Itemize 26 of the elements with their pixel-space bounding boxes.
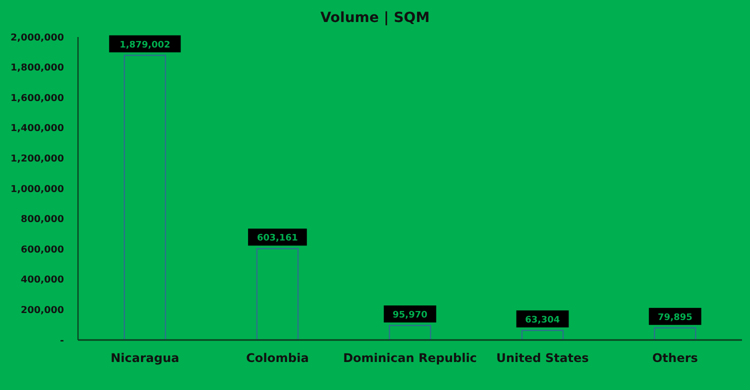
y-tick-label: 1,200,000 (10, 154, 64, 165)
y-tick-label: 2,000,000 (10, 32, 64, 44)
bar (654, 327, 696, 341)
y-tick-label: 200,000 (20, 305, 64, 316)
bar (388, 324, 432, 341)
y-tick-label: - (60, 335, 64, 346)
y-tick-label: 1,000,000 (10, 184, 64, 195)
x-tick-label: Colombia (246, 351, 309, 365)
data-label: 95,970 (392, 310, 428, 320)
y-tick-label: 800,000 (20, 214, 64, 226)
x-tick-label: Nicaragua (110, 351, 180, 365)
data-label: 1,879,002 (120, 40, 170, 50)
data-label: 603,161 (256, 234, 298, 244)
x-tick-label: United States (496, 351, 589, 365)
y-tick-label: 400,000 (20, 274, 64, 286)
bar (256, 248, 299, 341)
x-tick-label: Dominican Republic (343, 351, 477, 365)
y-tick-label: 1,600,000 (10, 92, 64, 104)
data-label: 79,895 (658, 312, 692, 323)
bar (124, 54, 166, 341)
y-tick-label: 1,800,000 (10, 62, 64, 74)
y-tick-label: 600,000 (20, 244, 64, 256)
data-label: 63,304 (525, 315, 560, 326)
x-tick-label: Others (652, 351, 698, 365)
chart-title: Volume | SQM (320, 10, 430, 26)
y-tick-label: 1,400,000 (10, 123, 64, 134)
